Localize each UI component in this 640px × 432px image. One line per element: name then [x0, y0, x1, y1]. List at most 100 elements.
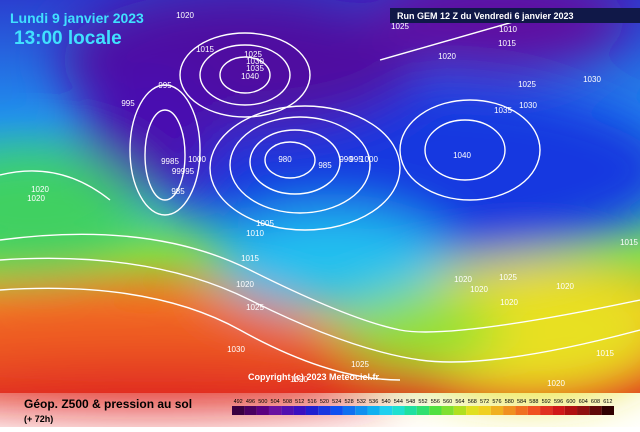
legend-label: 536 [369, 399, 378, 405]
legend-label: 576 [492, 399, 501, 405]
isobar-label: 995 [158, 81, 172, 90]
legend-swatch [429, 406, 442, 415]
legend-swatch [552, 406, 565, 415]
legend-swatch [564, 406, 578, 415]
isobar-label: 1010 [246, 229, 264, 238]
copyright: Copyright (c) 2023 Meteociel.fr [248, 372, 380, 382]
isobar-label: 1020 [470, 285, 488, 294]
legend-label: 496 [246, 399, 255, 405]
legend-swatch [379, 406, 393, 415]
forecast-date: Lundi 9 janvier 2023 [10, 10, 144, 26]
legend-swatch [478, 406, 491, 415]
isobar-label: 1015 [596, 349, 614, 358]
legend-swatch [515, 406, 528, 415]
isobars [0, 19, 640, 381]
legend-swatch [305, 406, 319, 415]
legend-swatch [330, 406, 343, 415]
legend-swatch [404, 406, 417, 415]
legend-label: 528 [344, 399, 353, 405]
isobar-label: 1005 [256, 219, 274, 228]
isobar-label: 1020 [556, 282, 574, 291]
isobar-label: 1040 [453, 151, 471, 160]
isobar-label: 1020 [176, 11, 194, 20]
isobar-label: 1020 [236, 280, 254, 289]
legend-swatch [577, 406, 590, 415]
isobar-label: 995 [349, 155, 363, 164]
legend-swatch [589, 406, 602, 415]
legend-swatch [503, 406, 516, 415]
legend-swatch [441, 406, 454, 415]
legend-swatch [540, 406, 553, 415]
legend-label: 600 [566, 399, 575, 405]
isobar-label: 1035 [246, 64, 264, 73]
legend-label: 556 [431, 399, 440, 405]
isobar-label: 1025 [351, 360, 369, 369]
isobar-label: 1035 [494, 106, 512, 115]
legend-swatch [490, 406, 504, 415]
legend-label: 524 [332, 399, 341, 405]
isobar-label: 1020 [500, 298, 518, 307]
legend-label: 584 [517, 399, 526, 405]
isobar-label: 1015 [620, 238, 638, 247]
legend-label: 588 [529, 399, 538, 405]
legend-label: 512 [295, 399, 304, 405]
legend-swatch [355, 406, 368, 415]
color-legend: 492 496 500 504 508 512 516 520 524 528 532 536 540 5… [232, 399, 614, 415]
legend-swatch [244, 406, 257, 415]
legend-label: 544 [394, 399, 403, 405]
isobar-label: 1030 [519, 101, 537, 110]
isobar-label: 990 [339, 155, 353, 164]
legend-label: 500 [258, 399, 267, 405]
legend-swatch [256, 406, 269, 415]
legend-label: 504 [271, 399, 280, 405]
isobar-label: 1020 [290, 375, 308, 384]
forecast-time: 13:00 locale [14, 28, 122, 49]
legend-label: 604 [579, 399, 588, 405]
legend-label: 580 [505, 399, 514, 405]
legend-swatch [318, 406, 331, 415]
legend-label: 592 [542, 399, 551, 405]
isobar-label: 1040 [241, 72, 259, 81]
legend-swatch [293, 406, 306, 415]
legend-label: 552 [418, 399, 427, 405]
legend-label: 560 [443, 399, 452, 405]
legend-swatch [342, 406, 356, 415]
legend-label: 520 [320, 399, 329, 405]
isobar-label: 1025 [518, 80, 536, 89]
legend-label: 608 [591, 399, 600, 405]
legend-label: 516 [308, 399, 317, 405]
isobar-label: 1020 [438, 52, 456, 61]
legend-swatch [367, 406, 380, 415]
legend-label: 540 [381, 399, 390, 405]
isobar-label: 1020 [27, 194, 45, 203]
isobar-label: 1030 [583, 75, 601, 84]
isobar-label: 985 [171, 187, 185, 196]
isobar-label: 1010 [499, 25, 517, 34]
isobar-label: 1025 [246, 303, 264, 312]
legend-label: 612 [603, 399, 612, 405]
legend-label: 532 [357, 399, 366, 405]
legend-swatch [268, 406, 282, 415]
footer-title: Géop. Z500 & pression au sol [24, 397, 192, 411]
isobar-label: 1025 [244, 50, 262, 59]
footer-lead: (+ 72h) [24, 414, 53, 424]
legend-swatch [281, 406, 294, 415]
isobar-label: 1030 [227, 345, 245, 354]
isobar-label: 1020 [454, 275, 472, 284]
isobar-label: 1020 [31, 185, 49, 194]
legend-swatch [232, 406, 245, 415]
run-box [390, 8, 640, 23]
isobar-label: 980 [278, 155, 292, 164]
isobar-label: 1020 [547, 379, 565, 388]
legend-swatch [601, 406, 614, 415]
legend-swatch [527, 406, 541, 415]
legend-label: 508 [283, 399, 292, 405]
legend-swatch [453, 406, 467, 415]
isobar-label: 1025 [391, 22, 409, 31]
legend-swatch [416, 406, 430, 415]
isobar-label: 1015 [498, 39, 516, 48]
legend-label: 492 [234, 399, 243, 405]
legend-label: 548 [406, 399, 415, 405]
isobar-label: 985 [318, 161, 332, 170]
